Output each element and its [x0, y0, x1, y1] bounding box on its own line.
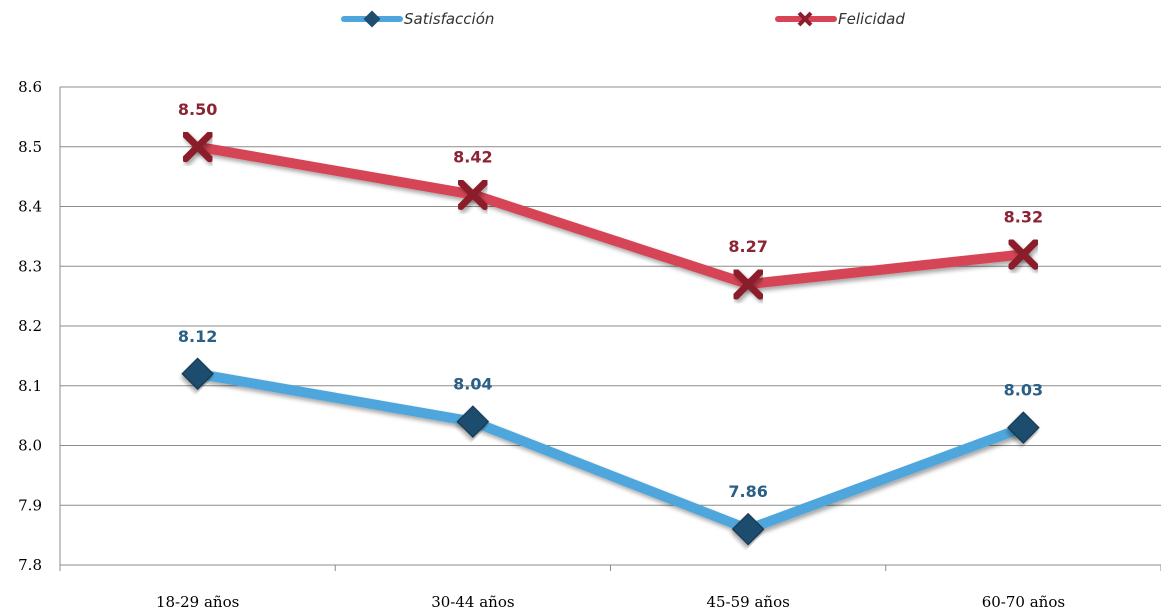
- y-tick-label: 7.9: [18, 496, 42, 514]
- y-tick-label: 8.4: [18, 198, 42, 216]
- x-tick-label: 60-70 años: [982, 593, 1065, 609]
- series-line-felicidad: [192, 141, 1029, 290]
- point-marker-satisfaccion: [181, 357, 214, 391]
- y-tick-label: 8.1: [18, 377, 42, 395]
- data-label-satisfaccion: 7.86: [728, 482, 767, 501]
- y-axis-ticks: 7.8 7.9 8.0 8.1 8.2 8.3 8.4 8.5 8.6: [18, 78, 42, 574]
- data-label-felicidad: 8.42: [453, 148, 492, 167]
- data-label-felicidad: 8.27: [728, 237, 767, 256]
- y-tick-label: 7.8: [18, 556, 42, 574]
- x-tick-label: 45-59 años: [706, 593, 789, 609]
- point-marker-felicidad: [732, 268, 764, 300]
- legend: Satisfacción Felicidad: [341, 10, 905, 28]
- series-line-satisfaccion: [192, 368, 1029, 535]
- point-marker-felicidad: [1007, 238, 1039, 270]
- point-marker-felicidad: [457, 179, 489, 211]
- y-tick-label: 8.5: [18, 138, 42, 156]
- data-label-felicidad: 8.50: [178, 100, 217, 119]
- legend-swatch-felicidad-marker: [797, 11, 813, 27]
- x-tick-label: 30-44 años: [431, 593, 514, 609]
- data-label-satisfaccion: 8.04: [453, 375, 492, 394]
- data-label-satisfaccion: 8.03: [1004, 381, 1043, 400]
- y-tick-label: 8.6: [18, 78, 42, 96]
- legend-item-felicidad: Felicidad: [775, 10, 905, 28]
- y-tick-label: 8.0: [18, 437, 42, 455]
- series-layer: [181, 131, 1040, 546]
- point-marker-satisfaccion: [731, 512, 765, 546]
- point-marker-satisfaccion: [1007, 411, 1040, 444]
- legend-swatch-satisfaccion-marker: [363, 10, 381, 28]
- y-tick-label: 8.2: [18, 317, 42, 335]
- x-axis: 18-29 años 30-44 años 45-59 años 60-70 años: [59, 87, 1161, 609]
- legend-label-satisfaccion: Satisfacción: [404, 10, 494, 28]
- data-labels: 8.12 8.04 7.86 8.03 8.50 8.42 8.27 8.32: [178, 100, 1043, 501]
- legend-label-felicidad: Felicidad: [838, 10, 905, 28]
- point-marker-felicidad: [182, 131, 214, 163]
- data-label-felicidad: 8.32: [1004, 207, 1043, 226]
- point-marker-satisfaccion: [456, 405, 490, 438]
- legend-item-satisfaccion: Satisfacción: [341, 10, 494, 28]
- y-tick-label: 8.3: [18, 257, 42, 275]
- data-label-satisfaccion: 8.12: [178, 327, 217, 346]
- x-tick-label: 18-29 años: [156, 593, 239, 609]
